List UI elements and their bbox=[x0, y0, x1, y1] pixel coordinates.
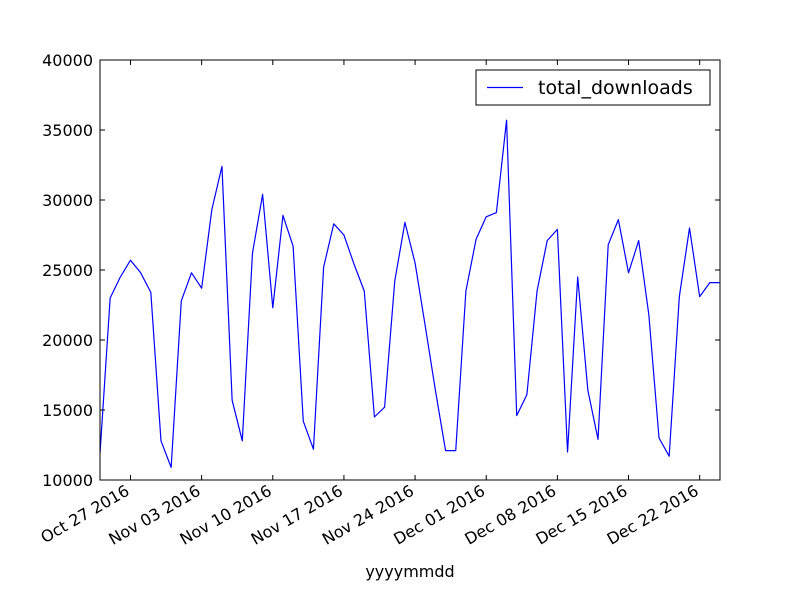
series-line-total-downloads bbox=[99, 119, 720, 468]
x-axis-label: yyyymmdd bbox=[365, 562, 454, 581]
plot-frame bbox=[99, 59, 721, 481]
y-tick-label: 15000 bbox=[42, 401, 93, 420]
legend: total_downloads bbox=[475, 69, 711, 106]
y-tick-label: 20000 bbox=[42, 331, 93, 350]
y-tick-label: 10000 bbox=[42, 471, 93, 490]
y-tick-label: 25000 bbox=[42, 261, 93, 280]
y-tick-label: 40000 bbox=[42, 51, 93, 70]
y-tick-label: 35000 bbox=[42, 121, 93, 140]
legend-label-total-downloads: total_downloads bbox=[538, 77, 693, 99]
y-tick-label: 30000 bbox=[42, 191, 93, 210]
y-axis-ticks: 10000 15000 20000 25000 30000 35000 40000 bbox=[42, 51, 720, 490]
plot-area bbox=[99, 119, 720, 468]
